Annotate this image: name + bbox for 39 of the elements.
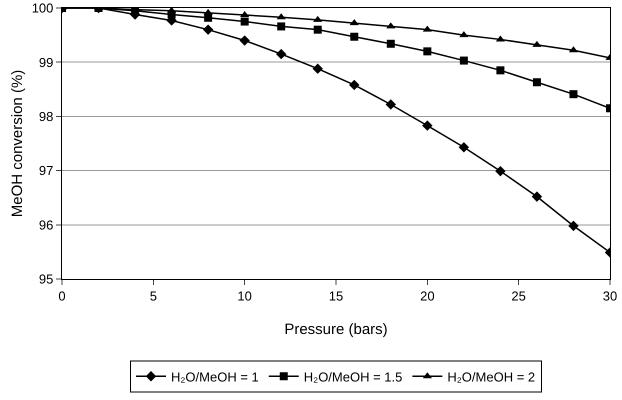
point: [569, 90, 578, 98]
x-tick-label: 25: [511, 288, 526, 304]
point: [568, 220, 579, 232]
y-tick-label: 99: [38, 54, 54, 70]
y-tick-label: 100: [32, 0, 54, 16]
point: [202, 24, 214, 35]
point: [496, 66, 504, 74]
point: [276, 48, 286, 60]
y-axis-title: MeOH conversion (%): [9, 70, 26, 218]
legend-label: H₂O/MeOH = 1: [171, 369, 259, 384]
y-tick-label: 96: [38, 217, 54, 232]
x-tick-label: 10: [237, 288, 252, 304]
point: [422, 120, 433, 131]
point: [239, 35, 250, 46]
point: [240, 18, 249, 26]
y-tick-label: 97: [38, 163, 54, 178]
x-tick-label: 20: [420, 288, 435, 304]
legend-label: H₂O/MeOH = 1.5: [304, 369, 402, 384]
point: [423, 47, 432, 56]
y-tick-label: 98: [38, 108, 54, 124]
x-axis-title: Pressure (bars): [284, 321, 388, 338]
point: [458, 142, 470, 152]
point: [312, 64, 323, 74]
legend-label: H₂O/MeOH = 2: [447, 369, 536, 384]
point: [350, 32, 358, 41]
point: [277, 22, 286, 30]
x-tick-label: 30: [602, 288, 618, 304]
y-tick-label: 95: [38, 272, 54, 287]
point: [460, 56, 468, 65]
point: [532, 78, 541, 86]
x-tick-label: 15: [328, 288, 344, 304]
point: [532, 191, 542, 202]
x-tick-label: 0: [58, 288, 66, 304]
point: [314, 26, 322, 34]
point: [495, 166, 506, 176]
point: [386, 40, 395, 48]
x-tick-label: 5: [150, 288, 157, 304]
point: [349, 80, 360, 90]
point: [386, 99, 396, 110]
